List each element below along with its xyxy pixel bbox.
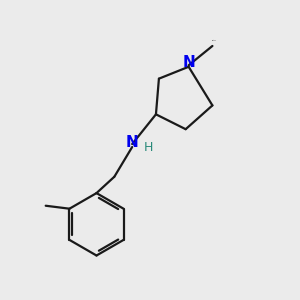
- Text: N: N: [182, 55, 195, 70]
- Text: methyl: methyl: [212, 40, 217, 41]
- Text: N: N: [126, 135, 139, 150]
- Text: H: H: [144, 140, 153, 154]
